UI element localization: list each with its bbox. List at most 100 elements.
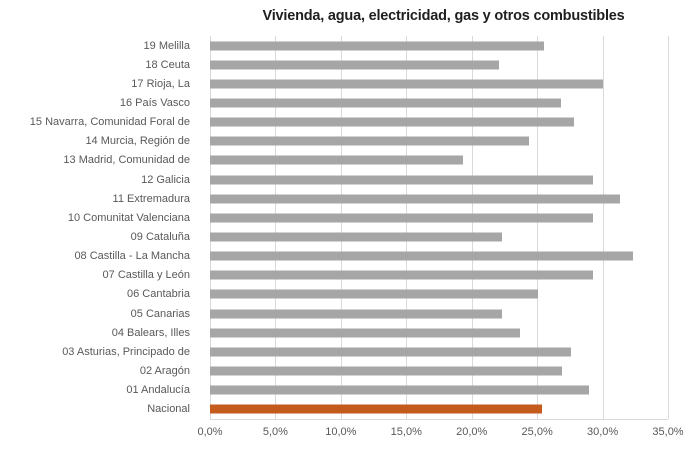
- category-label: 07 Castilla y León: [102, 269, 190, 282]
- bar: [210, 136, 530, 146]
- bar: [210, 270, 594, 280]
- bar: [210, 41, 544, 51]
- bar-track: [210, 361, 668, 380]
- gridline-20: [471, 36, 473, 419]
- bar: [210, 347, 572, 357]
- x-tick-label: 25,0%: [521, 426, 553, 438]
- bar-track: [210, 55, 668, 74]
- category-label: 03 Asturias, Principado de: [62, 345, 190, 358]
- bar: [210, 98, 561, 108]
- bar-track: [210, 342, 668, 361]
- x-axis-labels: 0,0% 5,0% 10,0% 15,0% 20,0% 25,0% 30,0% 35,0%: [0, 426, 695, 442]
- category-label: 13 Madrid, Comunidad de: [63, 154, 190, 167]
- table-row: 04 Balears, Illes: [0, 323, 695, 342]
- x-axis-line: [210, 419, 668, 420]
- gridline-35: [668, 36, 669, 419]
- table-row: 08 Castilla - La Mancha: [0, 247, 695, 266]
- category-label: 16 País Vasco: [119, 96, 190, 109]
- bar: [210, 251, 633, 261]
- bar: [210, 309, 502, 319]
- bar: [210, 117, 574, 127]
- table-row: 15 Navarra, Comunidad Foral de: [0, 113, 695, 132]
- category-label: 09 Cataluña: [130, 230, 190, 243]
- category-label: Nacional: [147, 403, 190, 416]
- category-label: 18 Ceuta: [145, 58, 190, 71]
- x-tick-label: 15,0%: [390, 426, 422, 438]
- bar: [210, 175, 594, 185]
- gridline-15: [406, 36, 408, 419]
- bar-track: [210, 266, 668, 285]
- bar-track: [210, 113, 668, 132]
- bar-track: [210, 323, 668, 342]
- bar-track: [210, 132, 668, 151]
- table-row: 05 Canarias: [0, 304, 695, 323]
- category-label: 14 Murcia, Región de: [85, 135, 190, 148]
- category-label: 08 Castilla - La Mancha: [74, 250, 190, 263]
- category-label: 06 Cantabria: [127, 288, 190, 301]
- bar-track: [210, 93, 668, 112]
- table-row: 06 Cantabria: [0, 285, 695, 304]
- category-label: 02 Aragón: [139, 364, 190, 377]
- bar: [210, 194, 620, 204]
- category-label: 17 Rioja, La: [131, 77, 190, 90]
- x-tick-label: 0,0%: [197, 426, 223, 438]
- bar: [210, 385, 590, 395]
- x-tick-label: 10,0%: [325, 426, 357, 438]
- bar-track: [210, 247, 668, 266]
- table-row: 11 Extremadura: [0, 189, 695, 208]
- bar-track: [210, 208, 668, 227]
- x-tick-label: 5,0%: [262, 426, 288, 438]
- chart-title: Vivienda, agua, electricidad, gas y otro…: [262, 8, 625, 24]
- gridline-30: [602, 36, 604, 419]
- bar-track: [210, 74, 668, 93]
- table-row: 18 Ceuta: [0, 55, 695, 74]
- table-row: 03 Asturias, Principado de: [0, 342, 695, 361]
- bar-rows: 19 Melilla 18 Ceuta 17 Rioja, La 16 País Va…: [0, 36, 695, 419]
- category-label: 19 Melilla: [143, 39, 190, 52]
- table-row: Nacional: [0, 400, 695, 419]
- bar: [210, 366, 562, 376]
- plot-area: [210, 36, 669, 419]
- bar-track: [210, 189, 668, 208]
- bar-highlight-nacional: [210, 404, 543, 414]
- bar-track: [210, 400, 668, 419]
- table-row: 13 Madrid, Comunidad de: [0, 151, 695, 170]
- table-row: 10 Comunitat Valenciana: [0, 208, 695, 227]
- bar-track: [210, 227, 668, 246]
- table-row: 09 Cataluña: [0, 227, 695, 246]
- bar: [210, 79, 603, 89]
- x-tick-label: 20,0%: [456, 426, 488, 438]
- bar-track: [210, 304, 668, 323]
- gridline-5: [275, 36, 277, 419]
- bar-track: [210, 285, 668, 304]
- bar: [210, 328, 521, 338]
- bar: [210, 289, 539, 299]
- category-label: 01 Andalucía: [126, 384, 190, 397]
- category-label: 04 Balears, Illes: [111, 326, 190, 339]
- table-row: 16 País Vasco: [0, 93, 695, 112]
- table-row: 14 Murcia, Región de: [0, 132, 695, 151]
- category-label: 10 Comunitat Valenciana: [67, 211, 190, 224]
- bar: [210, 232, 502, 242]
- bar-track: [210, 381, 668, 400]
- category-label: 12 Galicia: [141, 173, 190, 186]
- bar: [210, 60, 500, 70]
- gridline-25: [537, 36, 539, 419]
- bar-track: [210, 170, 668, 189]
- table-row: 17 Rioja, La: [0, 74, 695, 93]
- bar: [210, 213, 594, 223]
- table-row: 01 Andalucía: [0, 381, 695, 400]
- gridline-10: [340, 36, 342, 419]
- gridline-0: [210, 36, 211, 419]
- table-row: 07 Castilla y León: [0, 266, 695, 285]
- table-row: 12 Galicia: [0, 170, 695, 189]
- x-tick-label: 30,0%: [586, 426, 619, 438]
- category-label: 05 Canarias: [130, 307, 190, 320]
- bar-track: [210, 36, 668, 55]
- x-tick-label: 35,0%: [652, 426, 684, 438]
- table-row: 19 Melilla: [0, 36, 695, 55]
- bar-track: [210, 151, 668, 170]
- table-row: 02 Aragón: [0, 361, 695, 380]
- bar: [210, 155, 463, 165]
